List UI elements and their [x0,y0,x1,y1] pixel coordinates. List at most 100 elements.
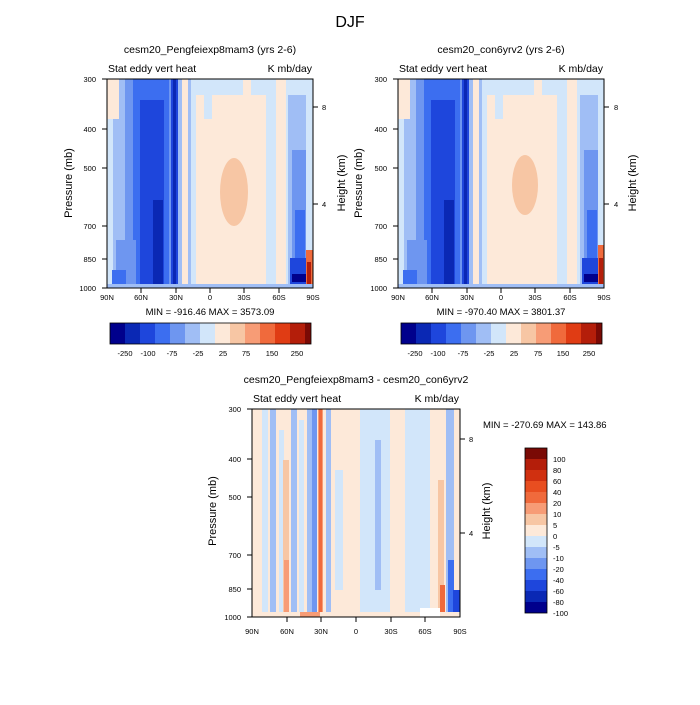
colorbar-boxes [524,447,548,614]
colorbar-label: 150 [557,349,570,358]
panel-1-ylabel: Pressure (mb) [63,148,75,218]
colorbar-label: -250 [117,349,132,358]
y-tick-label: 300 [374,75,387,84]
y-tick-label: 500 [374,164,387,173]
colorbar-boxes [109,322,312,345]
panel-2-colorbar: -250 -100 -75 -25 25 75 150 250 [400,322,603,358]
panel-3-y-ticks: 300 400 500 700 850 1000 [224,405,252,622]
y-tick-label: 300 [83,75,96,84]
x-tick-label: 60N [134,293,148,302]
y-tick-label: 1000 [79,284,96,293]
x-tick-label: 90S [453,627,466,636]
colorbar-label: 80 [553,466,561,475]
x-tick-label: 30N [460,293,474,302]
panel-3-x-ticks: 90N 60N 30N 0 30S 60S 90S [245,617,467,636]
height-tick-label: 8 [614,103,618,112]
colorbar-label: 75 [242,349,250,358]
x-tick-label: 60N [425,293,439,302]
colorbar-label: 10 [553,510,561,519]
y-tick-label: 400 [374,125,387,134]
colorbar-label: -40 [553,576,564,585]
x-tick-label: 90N [391,293,405,302]
panel-2-title: cesm20_con6yrv2 (yrs 2-6) [437,44,564,56]
x-tick-label: 30N [314,627,328,636]
panel-1-y-ticks: 300 400 500 700 850 1000 [79,75,107,293]
panel-1-stats: MIN = -916.46 MAX = 3573.09 [146,307,275,318]
panel-3-right-subtitle: K mb/day [415,393,460,405]
height-tick-label: 4 [469,529,473,538]
x-tick-label: 30S [237,293,250,302]
panel-3-title: cesm20_Pengfeiexp8mam3 - cesm20_con6yrv2 [244,374,469,386]
x-tick-label: 60S [418,627,431,636]
colorbar-label: 25 [219,349,227,358]
colorbar-label: 20 [553,499,561,508]
x-tick-label: 90N [245,627,259,636]
height-tick-label: 4 [322,200,326,209]
y-tick-label: 400 [83,125,96,134]
colorbar-boxes [400,322,603,345]
height-tick-label: 4 [614,200,618,209]
x-tick-label: 60N [280,627,294,636]
panel-2-y-ticks: 300 400 500 700 850 1000 [370,75,398,293]
page-title: DJF [335,14,365,31]
panel-2-right-subtitle: K mb/day [559,63,604,75]
y-tick-label: 700 [228,551,241,560]
panel-1: cesm20_Pengfeiexp8mam3 (yrs 2-6) Stat ed… [63,44,348,358]
panel-1-field [107,79,313,288]
colorbar-label: 25 [510,349,518,358]
panel-1-right-subtitle: K mb/day [268,63,313,75]
colorbar-label: -100 [553,609,568,618]
colorbar-label: 60 [553,477,561,486]
colorbar-label: 0 [553,532,557,541]
colorbar-label: 100 [553,455,566,464]
colorbar-label: -75 [458,349,469,358]
y-tick-label: 700 [374,222,387,231]
x-tick-label: 60S [272,293,285,302]
x-tick-label: 90S [306,293,319,302]
y-tick-label: 1000 [370,284,387,293]
colorbar-label: -250 [407,349,422,358]
panel-3-left-subtitle: Stat eddy vert heat [253,393,341,405]
y-tick-label: 400 [228,455,241,464]
x-tick-label: 0 [499,293,503,302]
colorbar-label: -75 [167,349,178,358]
colorbar-label: -20 [553,565,564,574]
panel-1-left-subtitle: Stat eddy vert heat [108,63,196,75]
panel-2: cesm20_con6yrv2 (yrs 2-6) Stat eddy vert… [353,44,639,358]
y-tick-label: 700 [83,222,96,231]
y-tick-label: 850 [374,255,387,264]
colorbar-label: 5 [553,521,557,530]
x-tick-label: 60S [563,293,576,302]
colorbar-label: -100 [430,349,445,358]
panel-3-ylabel: Pressure (mb) [207,476,219,546]
y-tick-label: 500 [83,164,96,173]
y-tick-label: 500 [228,493,241,502]
colorbar-label: 40 [553,488,561,497]
y-tick-label: 1000 [224,613,241,622]
y-tick-label: 850 [83,255,96,264]
panel-3-right-axis: 8 4 Height (km) [460,435,493,539]
panel-1-title: cesm20_Pengfeiexp8mam3 (yrs 2-6) [124,44,296,56]
panel-1-x-ticks: 90N 60N 30N 0 30S 60S 90S [100,288,320,302]
panel-2-ylabel: Pressure (mb) [353,148,365,218]
panel-2-ylabel-right: Height (km) [627,155,639,212]
panel-1-right-axis: 8 4 Height (km) [313,103,348,211]
x-tick-label: 30S [528,293,541,302]
colorbar-label: -25 [484,349,495,358]
x-tick-label: 30S [384,627,397,636]
colorbar-label: -5 [553,543,560,552]
x-tick-label: 90N [100,293,114,302]
colorbar-label: -80 [553,598,564,607]
height-tick-label: 8 [322,103,326,112]
colorbar-label: 250 [291,349,304,358]
colorbar-label: 150 [266,349,279,358]
panel-1-colorbar: -250 -100 -75 -25 25 75 150 250 [109,322,312,358]
colorbar-label: -25 [193,349,204,358]
panel-2-field [398,79,604,288]
y-tick-label: 850 [228,585,241,594]
colorbar-label: -60 [553,587,564,596]
panel-3-ylabel-right: Height (km) [481,483,493,540]
x-tick-label: 0 [208,293,212,302]
